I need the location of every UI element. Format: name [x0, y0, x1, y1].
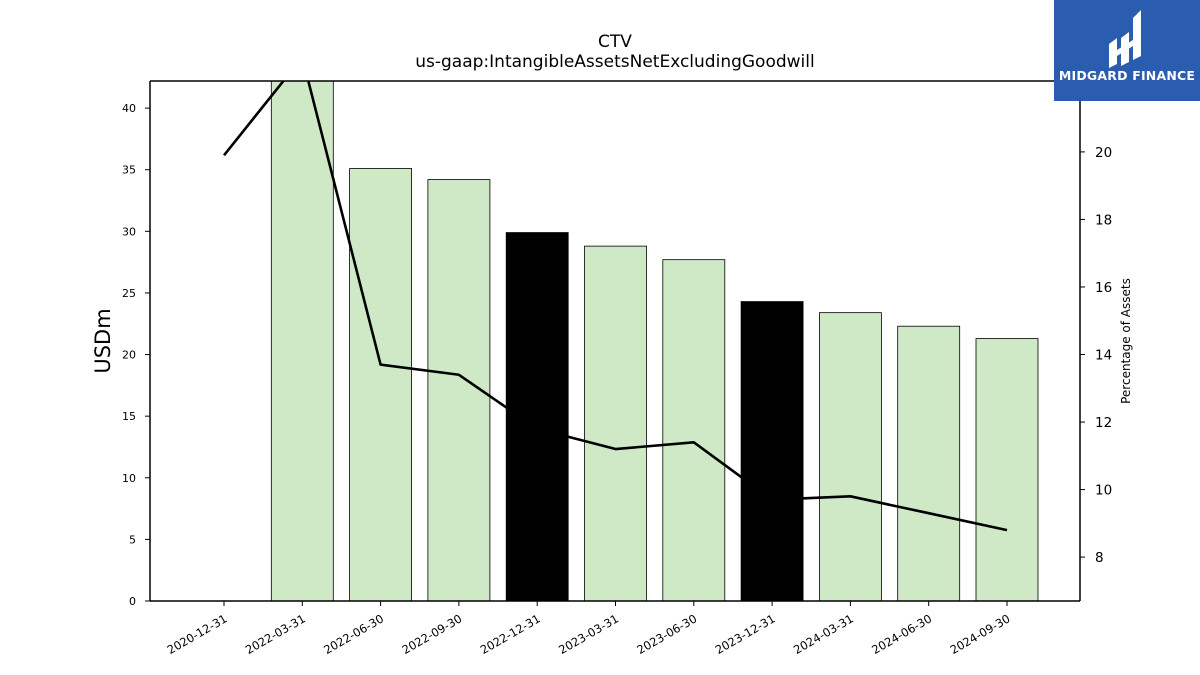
bar [505, 232, 569, 601]
y-tick-label: 15 [122, 410, 136, 423]
x-tick-label: 2024-09-30 [948, 611, 1013, 657]
x-tick-label: 2022-12-31 [478, 611, 543, 657]
x-tick-label: 2023-12-31 [713, 611, 778, 657]
y-tick-label: 35 [122, 164, 136, 177]
logo-mark-icon [1109, 10, 1141, 68]
x-tick-label: 2022-03-31 [243, 611, 308, 657]
y2-tick-label: 20 [1095, 145, 1112, 161]
x-tick-label: 2023-03-31 [556, 611, 621, 657]
bar [584, 245, 647, 601]
y-tick-label: 40 [122, 102, 136, 115]
x-tick-label: 2022-06-30 [321, 611, 386, 657]
x-tick-label: 2024-03-31 [791, 611, 856, 657]
y2-tick-label: 14 [1095, 348, 1112, 364]
y2-tick-label: 8 [1095, 550, 1104, 566]
bar [662, 259, 726, 601]
y-tick-label: 10 [122, 472, 136, 485]
chart-title: CTV [598, 32, 632, 52]
x-tick-label: 2024-06-30 [869, 611, 934, 657]
bar [349, 168, 413, 601]
y2-tick-label: 18 [1095, 212, 1112, 228]
y-tick-label: 30 [122, 225, 136, 238]
logo-text: MIDGARD FINANCE [1058, 68, 1196, 83]
y-tick-label: 5 [129, 533, 136, 546]
x-tick-label: 2022-09-30 [400, 611, 465, 657]
chart-subtitle: us-gaap:IntangibleAssetsNetExcludingGood… [415, 52, 815, 72]
y-tick-label: 0 [129, 595, 136, 608]
bar [975, 338, 1039, 601]
y-tick-label: 20 [122, 349, 136, 362]
y2-axis-label: Percentage of Assets [1119, 278, 1133, 404]
bar [740, 301, 804, 601]
y2-tick-label: 12 [1095, 415, 1112, 431]
x-tick-label: 2023-06-30 [634, 611, 699, 657]
bar [270, 81, 334, 601]
series-line [222, 81, 1008, 532]
y-tick-label: 25 [122, 287, 136, 300]
y2-tick-label: 10 [1095, 483, 1112, 499]
bar [819, 312, 882, 601]
bar [897, 325, 961, 601]
y-axis-label: USDm [91, 308, 115, 373]
x-tick-label: 2020-12-31 [165, 611, 230, 657]
y2-tick-label: 16 [1095, 280, 1112, 296]
